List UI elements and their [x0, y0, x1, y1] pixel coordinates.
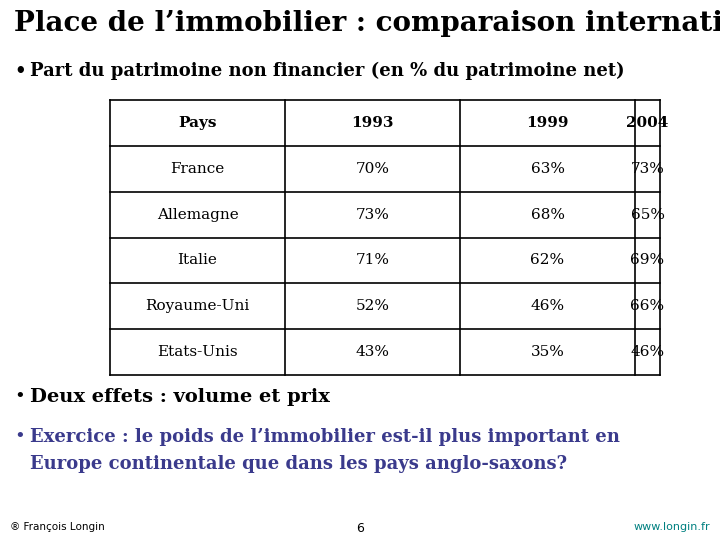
- Text: Pays: Pays: [179, 116, 217, 130]
- Text: 63%: 63%: [531, 162, 564, 176]
- Text: 73%: 73%: [356, 207, 390, 221]
- Text: 68%: 68%: [531, 207, 564, 221]
- Text: 73%: 73%: [631, 162, 665, 176]
- Text: •: •: [14, 428, 24, 446]
- Text: 46%: 46%: [631, 345, 665, 359]
- Text: Europe continentale que dans les pays anglo-saxons?: Europe continentale que dans les pays an…: [30, 455, 567, 473]
- Text: Exercice : le poids de l’immobilier est-il plus important en: Exercice : le poids de l’immobilier est-…: [30, 428, 620, 446]
- Text: 66%: 66%: [631, 299, 665, 313]
- Text: 2004: 2004: [626, 116, 669, 130]
- Text: 1999: 1999: [526, 116, 569, 130]
- Text: 1993: 1993: [351, 116, 394, 130]
- Text: 43%: 43%: [356, 345, 390, 359]
- Text: 35%: 35%: [531, 345, 564, 359]
- Text: 70%: 70%: [356, 162, 390, 176]
- Text: www.longin.fr: www.longin.fr: [634, 522, 710, 532]
- Text: France: France: [171, 162, 225, 176]
- Text: Deux effets : volume et prix: Deux effets : volume et prix: [30, 388, 330, 406]
- Text: Etats-Unis: Etats-Unis: [157, 345, 238, 359]
- Text: 62%: 62%: [531, 253, 564, 267]
- Text: ® François Longin: ® François Longin: [10, 522, 104, 532]
- Text: 65%: 65%: [631, 207, 665, 221]
- Text: 71%: 71%: [356, 253, 390, 267]
- Text: 69%: 69%: [631, 253, 665, 267]
- Text: Allemagne: Allemagne: [157, 207, 238, 221]
- Text: Place de l’immobilier : comparaison internationale: Place de l’immobilier : comparaison inte…: [14, 10, 720, 37]
- Text: 52%: 52%: [356, 299, 390, 313]
- Bar: [110, 100, 660, 375]
- Text: 6: 6: [356, 522, 364, 535]
- Text: •: •: [14, 388, 24, 406]
- Text: Italie: Italie: [178, 253, 217, 267]
- Text: •: •: [14, 62, 26, 80]
- Text: 46%: 46%: [531, 299, 564, 313]
- Text: Royaume-Uni: Royaume-Uni: [145, 299, 250, 313]
- Text: Part du patrimoine non financier (en % du patrimoine net): Part du patrimoine non financier (en % d…: [30, 62, 625, 80]
